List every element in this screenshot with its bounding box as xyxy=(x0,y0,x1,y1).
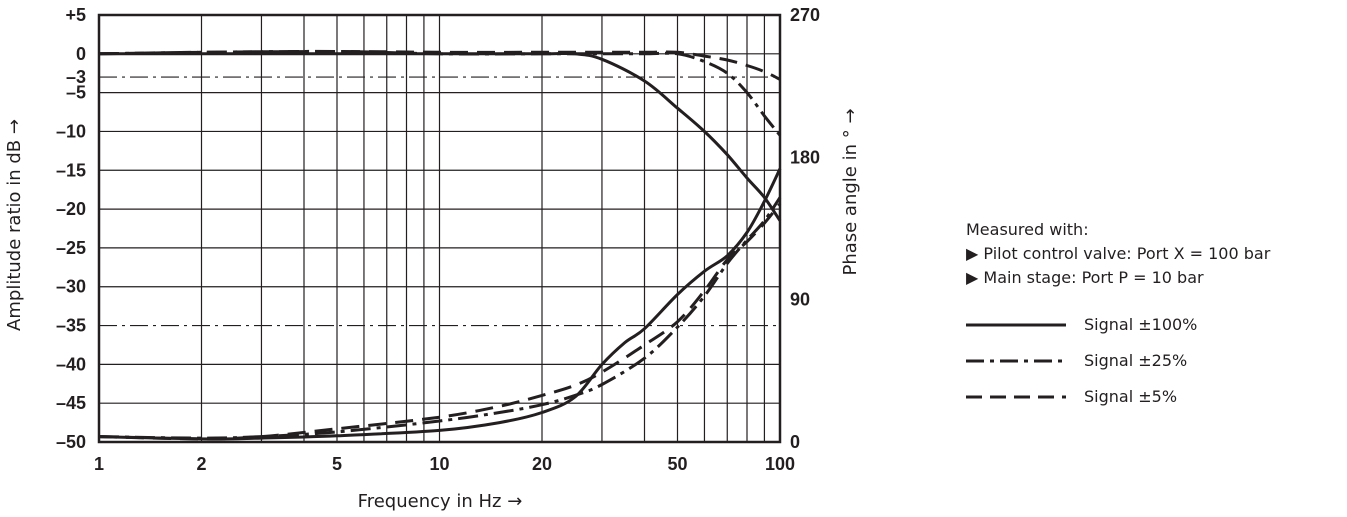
y2-tick-label: 90 xyxy=(790,290,810,310)
notes-item-main-stage: ▶ Main stage: Port P = 10 bar xyxy=(966,268,1204,287)
chart-grid xyxy=(97,13,782,444)
y2-tick-label: 0 xyxy=(790,432,800,452)
x-tick-label: 10 xyxy=(429,454,449,474)
series-line-phase-signal-5 xyxy=(98,202,782,441)
y-axis-label: Amplitude ratio in dB → xyxy=(4,119,25,331)
legend-swatch-dashdot xyxy=(966,359,1066,362)
chart-ticks: 1 2 5 10 20 50 100 +5 0 –3–5 –10 –15 –20 –25 –30 –35 –40… xyxy=(56,5,820,474)
series-line-amplitude-signal-5 xyxy=(98,50,781,81)
series-line-phase-signal-100 xyxy=(98,168,782,441)
y-tick-label: –3 xyxy=(66,67,86,87)
legend-swatch-solid xyxy=(966,323,1066,326)
y-tick-label: –40 xyxy=(56,354,86,374)
series-line-phase-signal-25 xyxy=(98,196,782,440)
legend-label: Signal ±25% xyxy=(1084,351,1188,370)
chart-series xyxy=(98,49,782,441)
y-tick-label: –50 xyxy=(56,432,86,452)
legend-panel: Measured with: ▶ Pilot control valve: Po… xyxy=(966,218,1346,421)
y2-tick-label: 270 xyxy=(790,5,820,25)
legend-swatch-dashed xyxy=(966,395,1066,398)
x-tick-label: 50 xyxy=(667,454,687,474)
legend-entry-signal-25: Signal ±25% xyxy=(966,349,1346,372)
x-tick-label: 100 xyxy=(765,454,795,474)
x-tick-label: 20 xyxy=(532,454,552,474)
legend-entry-signal-5: Signal ±5% xyxy=(966,385,1346,408)
y-tick-label: –45 xyxy=(56,393,86,413)
y2-axis-label: Phase angle in ° → xyxy=(840,108,861,275)
y2-tick-label: 180 xyxy=(790,147,820,167)
y-tick-label: –10 xyxy=(56,121,86,141)
y-tick-label: 0 xyxy=(76,44,86,64)
legend-label: Signal ±5% xyxy=(1084,387,1178,406)
series-line-amplitude-signal-100 xyxy=(99,51,782,222)
y-tick-label: –20 xyxy=(56,199,86,219)
x-axis-label: Frequency in Hz → xyxy=(358,491,523,512)
y-tick-label: –30 xyxy=(56,277,86,297)
x-tick-label: 2 xyxy=(196,454,206,474)
x-tick-label: 5 xyxy=(332,454,342,474)
notes-title: Measured with: xyxy=(966,220,1089,239)
legend-entry-signal-100: Signal ±100% xyxy=(966,313,1346,336)
x-tick-label: 1 xyxy=(94,454,104,474)
legend-label: Signal ±100% xyxy=(1084,315,1198,334)
plot-frame xyxy=(97,13,782,444)
y-tick-label: +5 xyxy=(65,5,86,25)
notes-item-pilot-valve: ▶ Pilot control valve: Port X = 100 bar xyxy=(966,244,1271,263)
y-tick-label: –15 xyxy=(56,160,86,180)
y-tick-label: –35 xyxy=(56,316,86,336)
y-tick-label: –25 xyxy=(56,238,86,258)
y-tick-label: –5 xyxy=(66,83,86,103)
